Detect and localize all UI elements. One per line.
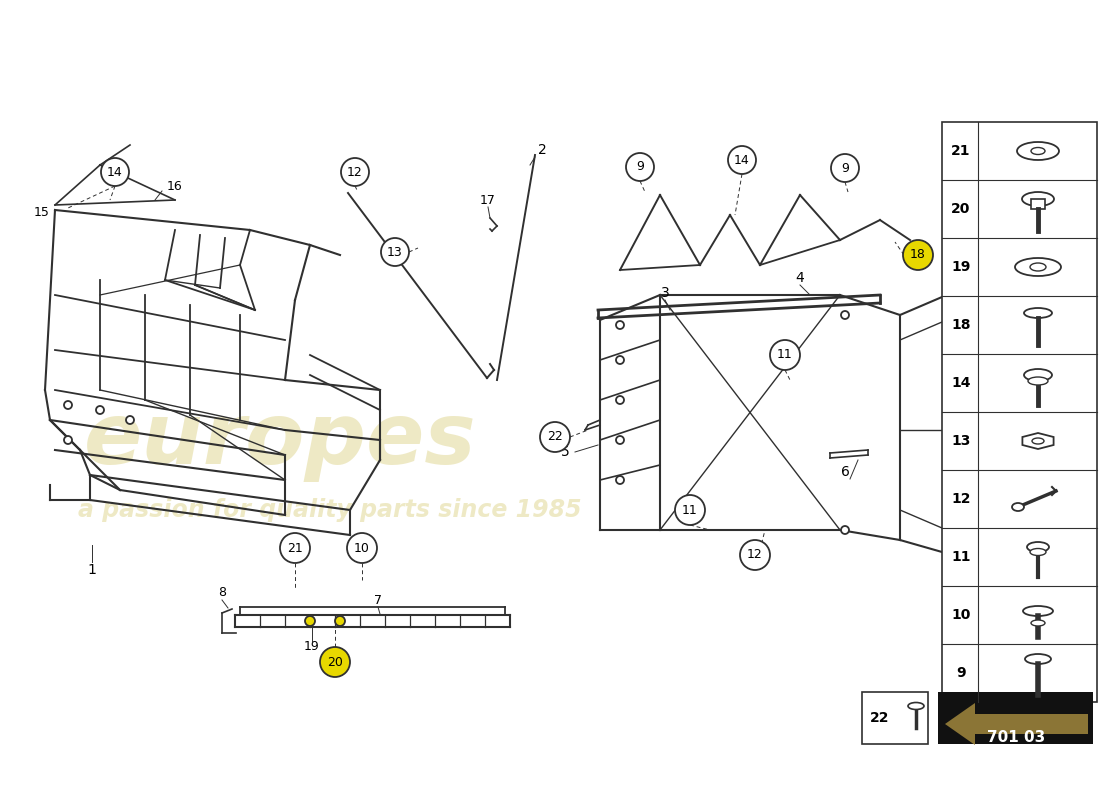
Ellipse shape — [1012, 503, 1024, 511]
Text: 9: 9 — [842, 162, 849, 174]
Text: 11: 11 — [777, 349, 793, 362]
Circle shape — [381, 238, 409, 266]
Circle shape — [540, 422, 570, 452]
Ellipse shape — [1027, 542, 1049, 552]
Bar — [1031, 199, 1045, 209]
Ellipse shape — [1031, 620, 1045, 626]
Ellipse shape — [1018, 142, 1059, 160]
Circle shape — [305, 616, 315, 626]
Text: 9: 9 — [956, 666, 966, 680]
Text: 3: 3 — [661, 286, 670, 300]
Text: 22: 22 — [870, 711, 890, 725]
Circle shape — [903, 240, 933, 270]
Text: 12: 12 — [747, 549, 763, 562]
Text: 14: 14 — [734, 154, 750, 166]
Circle shape — [280, 533, 310, 563]
Ellipse shape — [1015, 258, 1062, 276]
Text: 22: 22 — [547, 430, 563, 443]
Text: 8: 8 — [218, 586, 226, 599]
Circle shape — [336, 616, 345, 626]
Text: 21: 21 — [287, 542, 303, 554]
Text: 4: 4 — [795, 271, 804, 285]
Circle shape — [728, 146, 756, 174]
Circle shape — [64, 436, 72, 444]
Ellipse shape — [1024, 369, 1052, 381]
Text: 7: 7 — [374, 594, 382, 606]
Text: 12: 12 — [952, 492, 970, 506]
Ellipse shape — [1028, 377, 1048, 385]
Polygon shape — [1022, 433, 1054, 449]
Text: 14: 14 — [952, 376, 970, 390]
Ellipse shape — [1031, 147, 1045, 154]
Circle shape — [616, 396, 624, 404]
Circle shape — [96, 406, 104, 414]
Text: 16: 16 — [167, 181, 183, 194]
Bar — [862, 692, 928, 744]
Circle shape — [626, 153, 654, 181]
Circle shape — [101, 158, 129, 186]
Text: 2: 2 — [538, 143, 547, 157]
Text: europes: europes — [84, 398, 476, 482]
Circle shape — [842, 311, 849, 319]
Circle shape — [830, 154, 859, 182]
Circle shape — [341, 158, 368, 186]
Text: 18: 18 — [910, 249, 926, 262]
Text: 15: 15 — [34, 206, 50, 219]
Text: a passion for quality parts since 1985: a passion for quality parts since 1985 — [78, 498, 582, 522]
Ellipse shape — [1030, 549, 1046, 555]
Circle shape — [616, 476, 624, 484]
Circle shape — [842, 526, 849, 534]
Circle shape — [64, 401, 72, 409]
Bar — [938, 692, 1093, 744]
Text: 20: 20 — [952, 202, 970, 216]
Polygon shape — [945, 703, 1088, 745]
Ellipse shape — [1032, 438, 1044, 444]
Ellipse shape — [1023, 606, 1053, 616]
Ellipse shape — [1030, 263, 1046, 271]
Text: 11: 11 — [952, 550, 970, 564]
Text: 21: 21 — [952, 144, 970, 158]
Bar — [942, 122, 1097, 702]
Text: 1: 1 — [88, 563, 97, 577]
Text: 10: 10 — [354, 542, 370, 554]
Text: 11: 11 — [682, 503, 697, 517]
Text: 19: 19 — [304, 641, 320, 654]
Ellipse shape — [1025, 654, 1050, 664]
Circle shape — [320, 647, 350, 677]
Circle shape — [675, 495, 705, 525]
Circle shape — [616, 356, 624, 364]
Text: 20: 20 — [327, 655, 343, 669]
Ellipse shape — [1022, 192, 1054, 206]
Circle shape — [740, 540, 770, 570]
Text: 19: 19 — [952, 260, 970, 274]
Text: 13: 13 — [952, 434, 970, 448]
Text: 9: 9 — [636, 161, 644, 174]
Circle shape — [126, 416, 134, 424]
Text: 18: 18 — [952, 318, 970, 332]
Text: 12: 12 — [348, 166, 363, 178]
Circle shape — [346, 533, 377, 563]
Ellipse shape — [1024, 308, 1052, 318]
Text: 701 03: 701 03 — [987, 730, 1045, 745]
Text: 17: 17 — [480, 194, 496, 206]
Circle shape — [616, 321, 624, 329]
Circle shape — [770, 340, 800, 370]
Text: 14: 14 — [107, 166, 123, 178]
Circle shape — [616, 436, 624, 444]
Ellipse shape — [908, 702, 924, 710]
Text: 13: 13 — [387, 246, 403, 258]
Text: 10: 10 — [952, 608, 970, 622]
Text: 6: 6 — [840, 465, 849, 479]
Text: 5: 5 — [561, 445, 570, 459]
